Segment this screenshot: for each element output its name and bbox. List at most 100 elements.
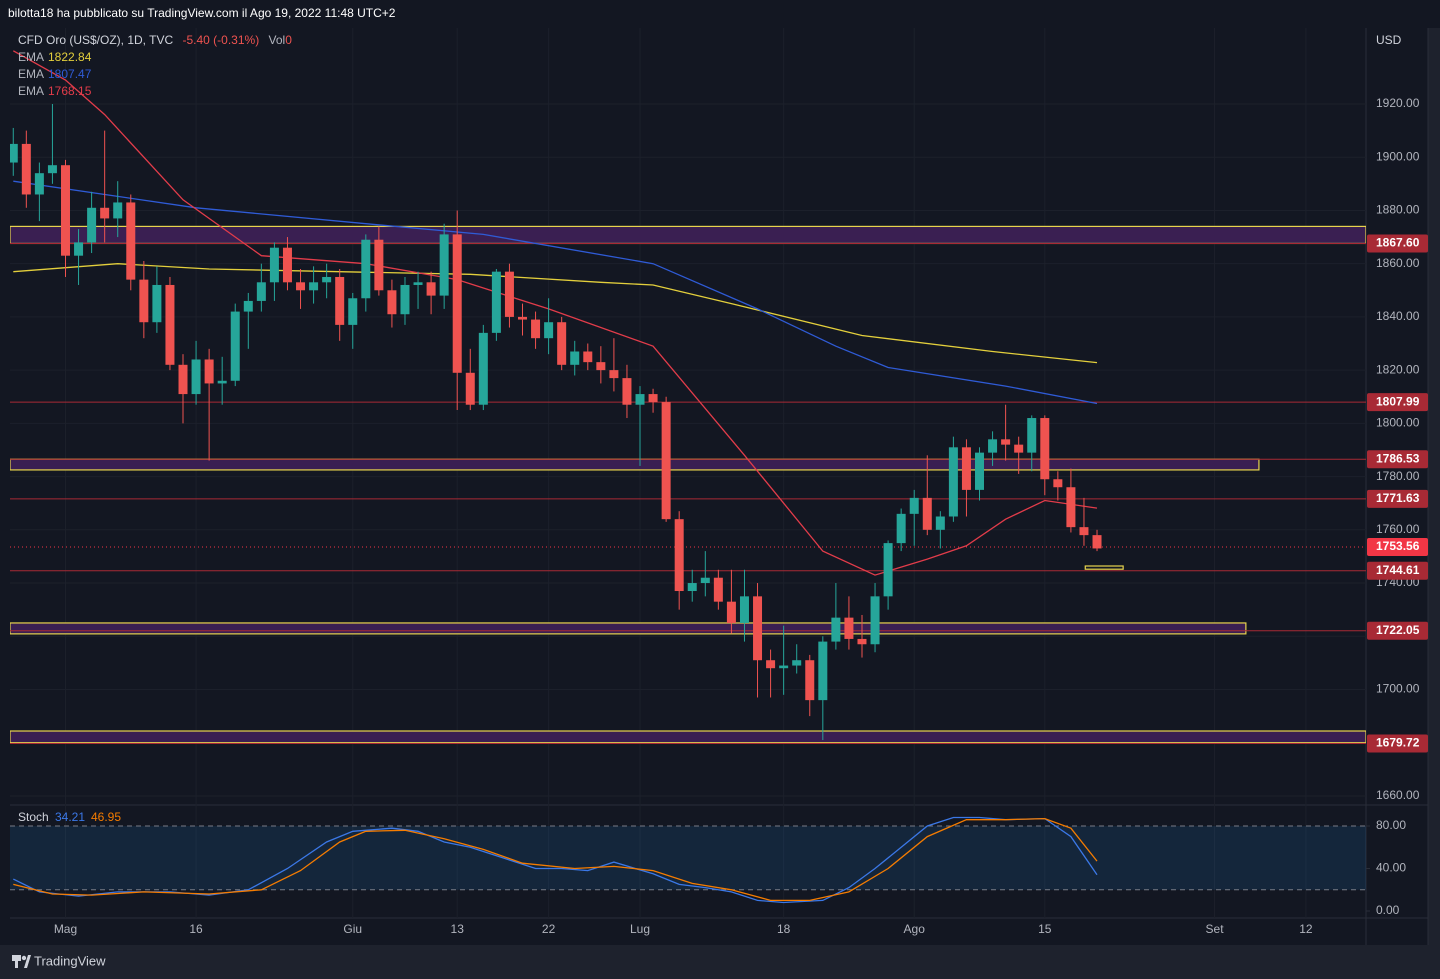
candle-body [504,271,514,317]
y-tick-label: 1760.00 [1376,522,1420,536]
candle-body [256,282,266,301]
level-label-bg [1367,734,1428,753]
candle-body [426,282,436,296]
candle-body [1014,444,1024,453]
level-label-bg [1367,393,1428,412]
x-tick-label: Mag [54,922,77,936]
candle-body [87,207,97,243]
footer-bar [0,945,1440,979]
candle-body [988,439,998,453]
candle-body [478,332,488,405]
level-label-bg [1367,234,1428,253]
candle-body [674,519,684,592]
candle-body [779,665,789,669]
candle-body [439,234,449,296]
candle-body [1053,479,1063,488]
candle-body [517,316,527,320]
legend-name: EMA [18,84,44,98]
candle-body [609,370,619,379]
candle-body [322,276,332,283]
legend: EMA 1822.84 EMA 1807.47 EMA 1768.15 Stoch 34.21… [18,50,121,824]
candle-body [961,447,971,490]
stoch-tick-label: 40.00 [1376,861,1406,875]
legend-main: CFD Oro (US$/OZ), 1D, TVC -5.40 (-0.31%)… [18,33,292,47]
y-tick-label: 1700.00 [1376,682,1420,696]
candle-body [713,577,723,602]
candle-body [870,596,880,645]
candle-body [792,660,802,666]
ema-line [13,180,1098,405]
candle-body [387,290,397,315]
stoch-tick-label: 0.00 [1376,903,1400,917]
candle-body [47,165,57,174]
candle-body [544,322,554,339]
x-tick-label: Set [1206,922,1225,936]
level-label-bg [1367,621,1428,640]
header: bilotta18 ha pubblicato su TradingView.c… [8,6,396,20]
y-tick-label: 1900.00 [1376,149,1420,163]
candle-body [805,660,815,701]
price-change: -5.40 (-0.31%) [182,33,259,47]
x-tick-label: Lug [630,922,650,936]
candle-body [935,516,945,530]
candle-body [622,378,632,405]
x-tick-label: Giu [343,922,362,936]
zone [10,622,1247,635]
candle-body [113,202,123,219]
candle-body [126,202,136,280]
stoch-value: 34.21 [55,810,85,824]
candle-body [1001,439,1011,445]
candle-body [1040,418,1050,480]
y-tick-label: 1860.00 [1376,256,1420,270]
candle-body [726,601,736,623]
level-label: 1679.72 [1376,736,1420,750]
level-label: 1807.99 [1376,394,1420,408]
candle-body [335,276,345,325]
candle-body [465,372,475,405]
x-tick-label: 18 [777,922,791,936]
stoch-band [10,826,1366,890]
candle-body [557,322,567,365]
candle-body [766,660,776,669]
candle-body [648,394,658,403]
legend-name: EMA [18,50,44,64]
level-label: 1744.61 [1376,563,1420,577]
candle-body [34,173,44,195]
candle-body [1066,487,1076,528]
x-tick-label: 13 [451,922,465,936]
stoch-value: 46.95 [91,810,121,824]
candle-body [178,364,188,395]
candle-body [361,239,371,299]
y-tick-label: 1840.00 [1376,309,1420,323]
level-label: 1722.05 [1376,623,1420,637]
candle-body [152,284,162,323]
footer-brand: TradingView [34,953,106,968]
ema-line [13,263,1098,364]
candle-body [739,596,749,623]
candle-body [100,207,110,219]
stoch-title: Stoch [18,810,49,824]
volume-value: 0 [285,33,292,47]
level-label: 1771.63 [1376,491,1420,505]
candle-body [753,596,763,661]
candle-body [831,617,841,642]
candle-body [883,543,893,597]
candle-body [570,351,580,365]
y-tick-label: 1660.00 [1376,788,1420,802]
level-label-bg [1367,489,1428,508]
candle-body [531,319,541,339]
last-price-label: 1753.56 [1376,539,1420,553]
candle-body [700,577,710,584]
footer-logo [12,955,31,968]
candle-body [583,351,593,363]
candle-body [596,362,606,371]
last-price-bg [1367,537,1428,556]
candle-body [309,282,319,291]
zone [10,458,1260,471]
candle-body [269,247,279,283]
candle-body [635,394,645,405]
axes: Mag16Giu1322Lug18Ago15Set121660.001680.0… [54,96,1428,936]
x-tick-label: 16 [189,922,203,936]
